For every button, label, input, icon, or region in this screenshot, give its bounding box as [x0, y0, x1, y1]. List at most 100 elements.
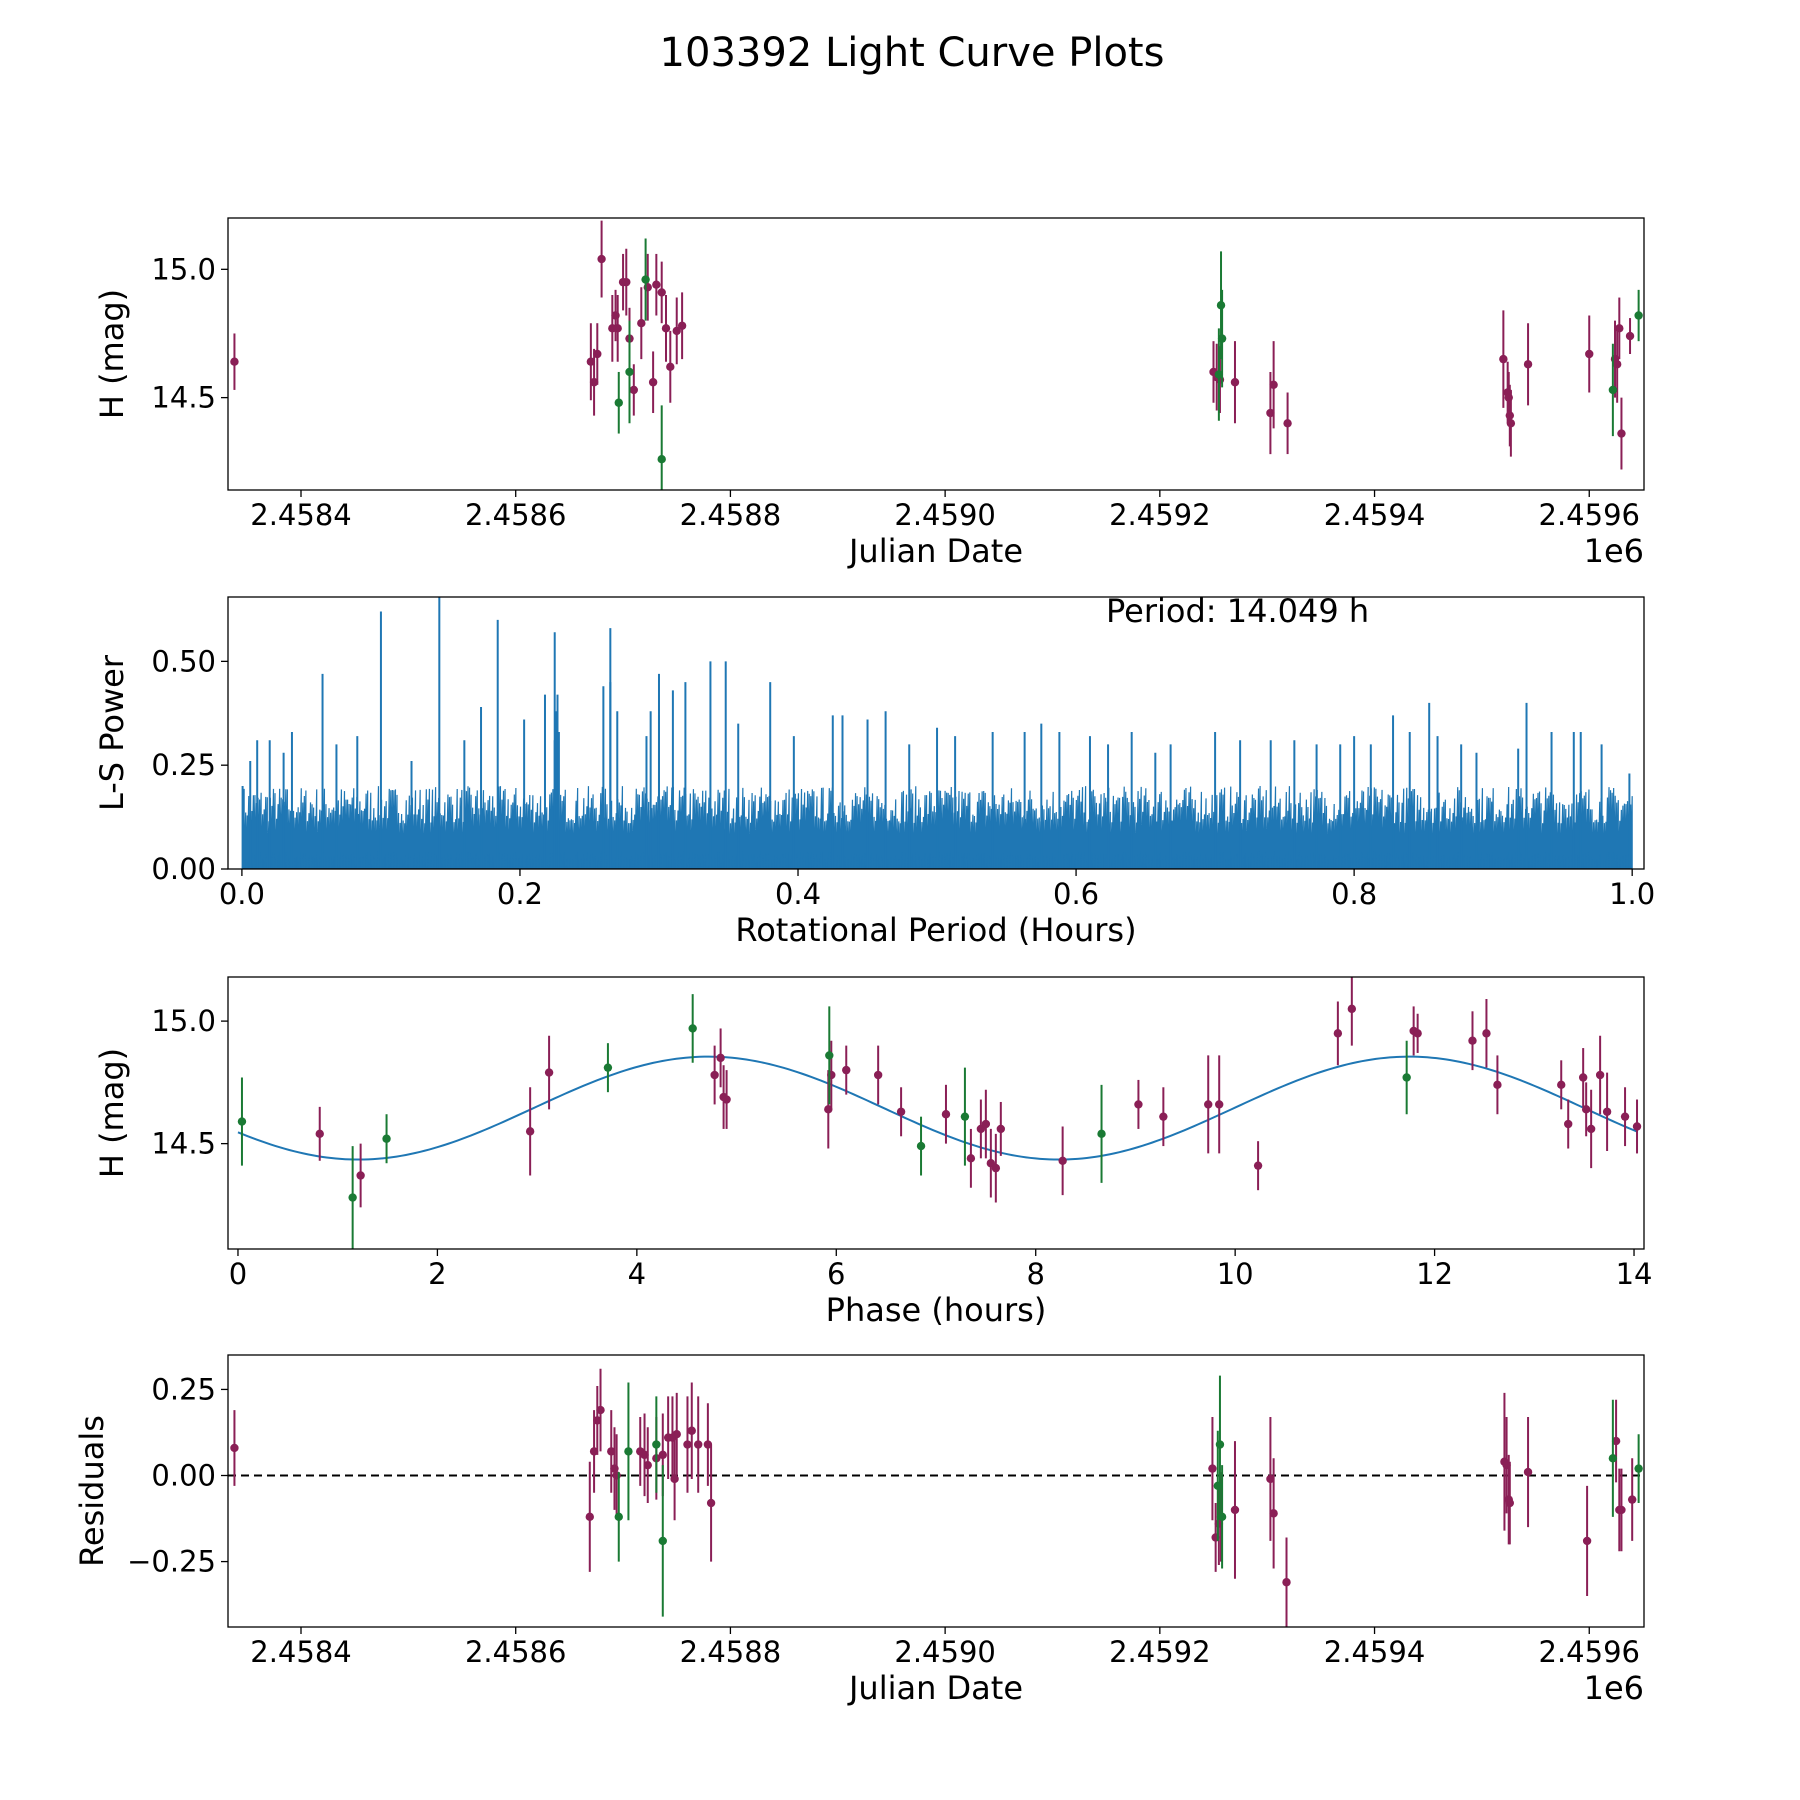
data-point [593, 349, 602, 359]
y-tick-label: 0.25 [151, 748, 216, 782]
data-point [687, 1426, 696, 1435]
data-point [640, 1450, 649, 1460]
x-tick-label: 12 [1416, 1257, 1453, 1291]
y-tick-label: −0.25 [127, 1545, 216, 1579]
data-point [670, 1474, 679, 1484]
data-point [672, 326, 681, 336]
data-point [1253, 1161, 1263, 1170]
data-point [1230, 1505, 1240, 1515]
data-point [873, 1070, 883, 1080]
data-point [1634, 311, 1643, 320]
data-point [643, 1460, 652, 1470]
data-point [1269, 380, 1278, 389]
x-tick-label: 0.0 [219, 877, 265, 911]
x-tick-label: 2.4594 [1324, 498, 1425, 532]
y-tick-label: 0.25 [151, 1372, 216, 1406]
data-point [1413, 1029, 1422, 1038]
data-point [641, 275, 650, 284]
x-tick-label: 2.4588 [680, 1635, 781, 1669]
data-point [625, 367, 634, 377]
data-point [1266, 408, 1275, 418]
data-point [1611, 1436, 1621, 1446]
data-point [1505, 411, 1515, 420]
x-tick-label: 0 [229, 1257, 247, 1291]
x-axis-offset-label: 1e6 [1584, 532, 1644, 570]
data-point [1216, 301, 1226, 310]
panel-periodogram: Period: 14.049 h 0.0 0.2 0.4 0.6 0.8 1.0 0.00 0.… [93, 592, 1655, 949]
x-tick-label: 2.4592 [1109, 498, 1210, 532]
data-point [1468, 1036, 1477, 1045]
data-point [1585, 349, 1594, 359]
y-tick-label: 0.00 [151, 1459, 216, 1493]
data-point [589, 378, 599, 387]
x-axis-label: Julian Date [847, 1669, 1023, 1707]
y-tick-label: 15.0 [151, 252, 216, 286]
fit-curve [237, 1055, 1638, 1161]
data-point [683, 1440, 692, 1449]
data-point [1634, 1464, 1643, 1473]
y-axis-label: H (mag) [93, 1048, 131, 1178]
data-point [1402, 1073, 1411, 1082]
data-point [1557, 1080, 1566, 1090]
plot-area [228, 1368, 1644, 1627]
data-point [613, 324, 622, 333]
x-tick-label: 1.0 [1609, 877, 1655, 911]
data-point [1217, 1512, 1227, 1522]
data-point [1097, 1129, 1106, 1139]
data-point [658, 1536, 667, 1546]
x-tick-label: 8 [1026, 1257, 1044, 1291]
data-point [706, 1498, 716, 1508]
data-point [1266, 1474, 1275, 1484]
x-tick-label: 0.8 [1331, 877, 1377, 911]
data-point [1602, 1107, 1612, 1116]
panel-lightcurve: 2.4584 2.4586 2.4588 2.4590 2.4592 2.4594 2.45… [93, 217, 1645, 570]
panel-residuals: 2.4584 2.4586 2.4588 2.4590 2.4592 2.4594 2.45… [73, 1354, 1645, 1707]
data-point [1505, 1498, 1515, 1508]
data-point [1159, 1112, 1168, 1121]
data-point [941, 1110, 951, 1119]
data-point [658, 1450, 667, 1460]
x-tick-label: 2.4586 [465, 1635, 566, 1669]
data-point [1627, 1495, 1637, 1504]
data-point [1523, 360, 1533, 369]
plot-area [237, 977, 1642, 1249]
data-point [1134, 1100, 1143, 1109]
data-point [666, 362, 675, 372]
data-point [652, 280, 661, 289]
data-point [1506, 419, 1516, 428]
series-green [237, 994, 1411, 1249]
data-point [716, 1053, 725, 1063]
x-tick-label: 2.4584 [250, 498, 351, 532]
data-point [1217, 334, 1227, 343]
x-tick-label: 10 [1217, 1257, 1254, 1291]
x-tick-label: 6 [827, 1257, 845, 1291]
x-tick-label: 0.2 [497, 877, 543, 911]
data-point [896, 1107, 906, 1116]
data-point [672, 1429, 681, 1439]
data-point [585, 1512, 594, 1522]
data-point [586, 357, 596, 366]
y-axis-label: H (mag) [93, 289, 131, 419]
data-point [1581, 1105, 1591, 1114]
plot-area [241, 597, 1633, 869]
data-point [694, 1440, 703, 1449]
axes-frame [227, 596, 1645, 870]
data-point [1523, 1467, 1533, 1477]
data-point [960, 1112, 970, 1121]
data-point [1493, 1080, 1502, 1090]
x-tick-label: 2.4592 [1109, 1635, 1210, 1669]
data-point [657, 288, 666, 297]
data-point [648, 378, 658, 387]
data-point [596, 1405, 605, 1415]
x-tick-label: 2.4590 [894, 1635, 995, 1669]
x-axis-label: Rotational Period (Hours) [735, 911, 1136, 949]
data-point [525, 1127, 535, 1136]
x-axis-label: Julian Date [847, 532, 1023, 570]
data-point [1499, 354, 1508, 364]
data-point [1482, 1029, 1491, 1038]
data-point [722, 1095, 731, 1104]
data-point [544, 1068, 554, 1077]
data-point [1204, 1100, 1213, 1109]
data-point [382, 1134, 391, 1143]
